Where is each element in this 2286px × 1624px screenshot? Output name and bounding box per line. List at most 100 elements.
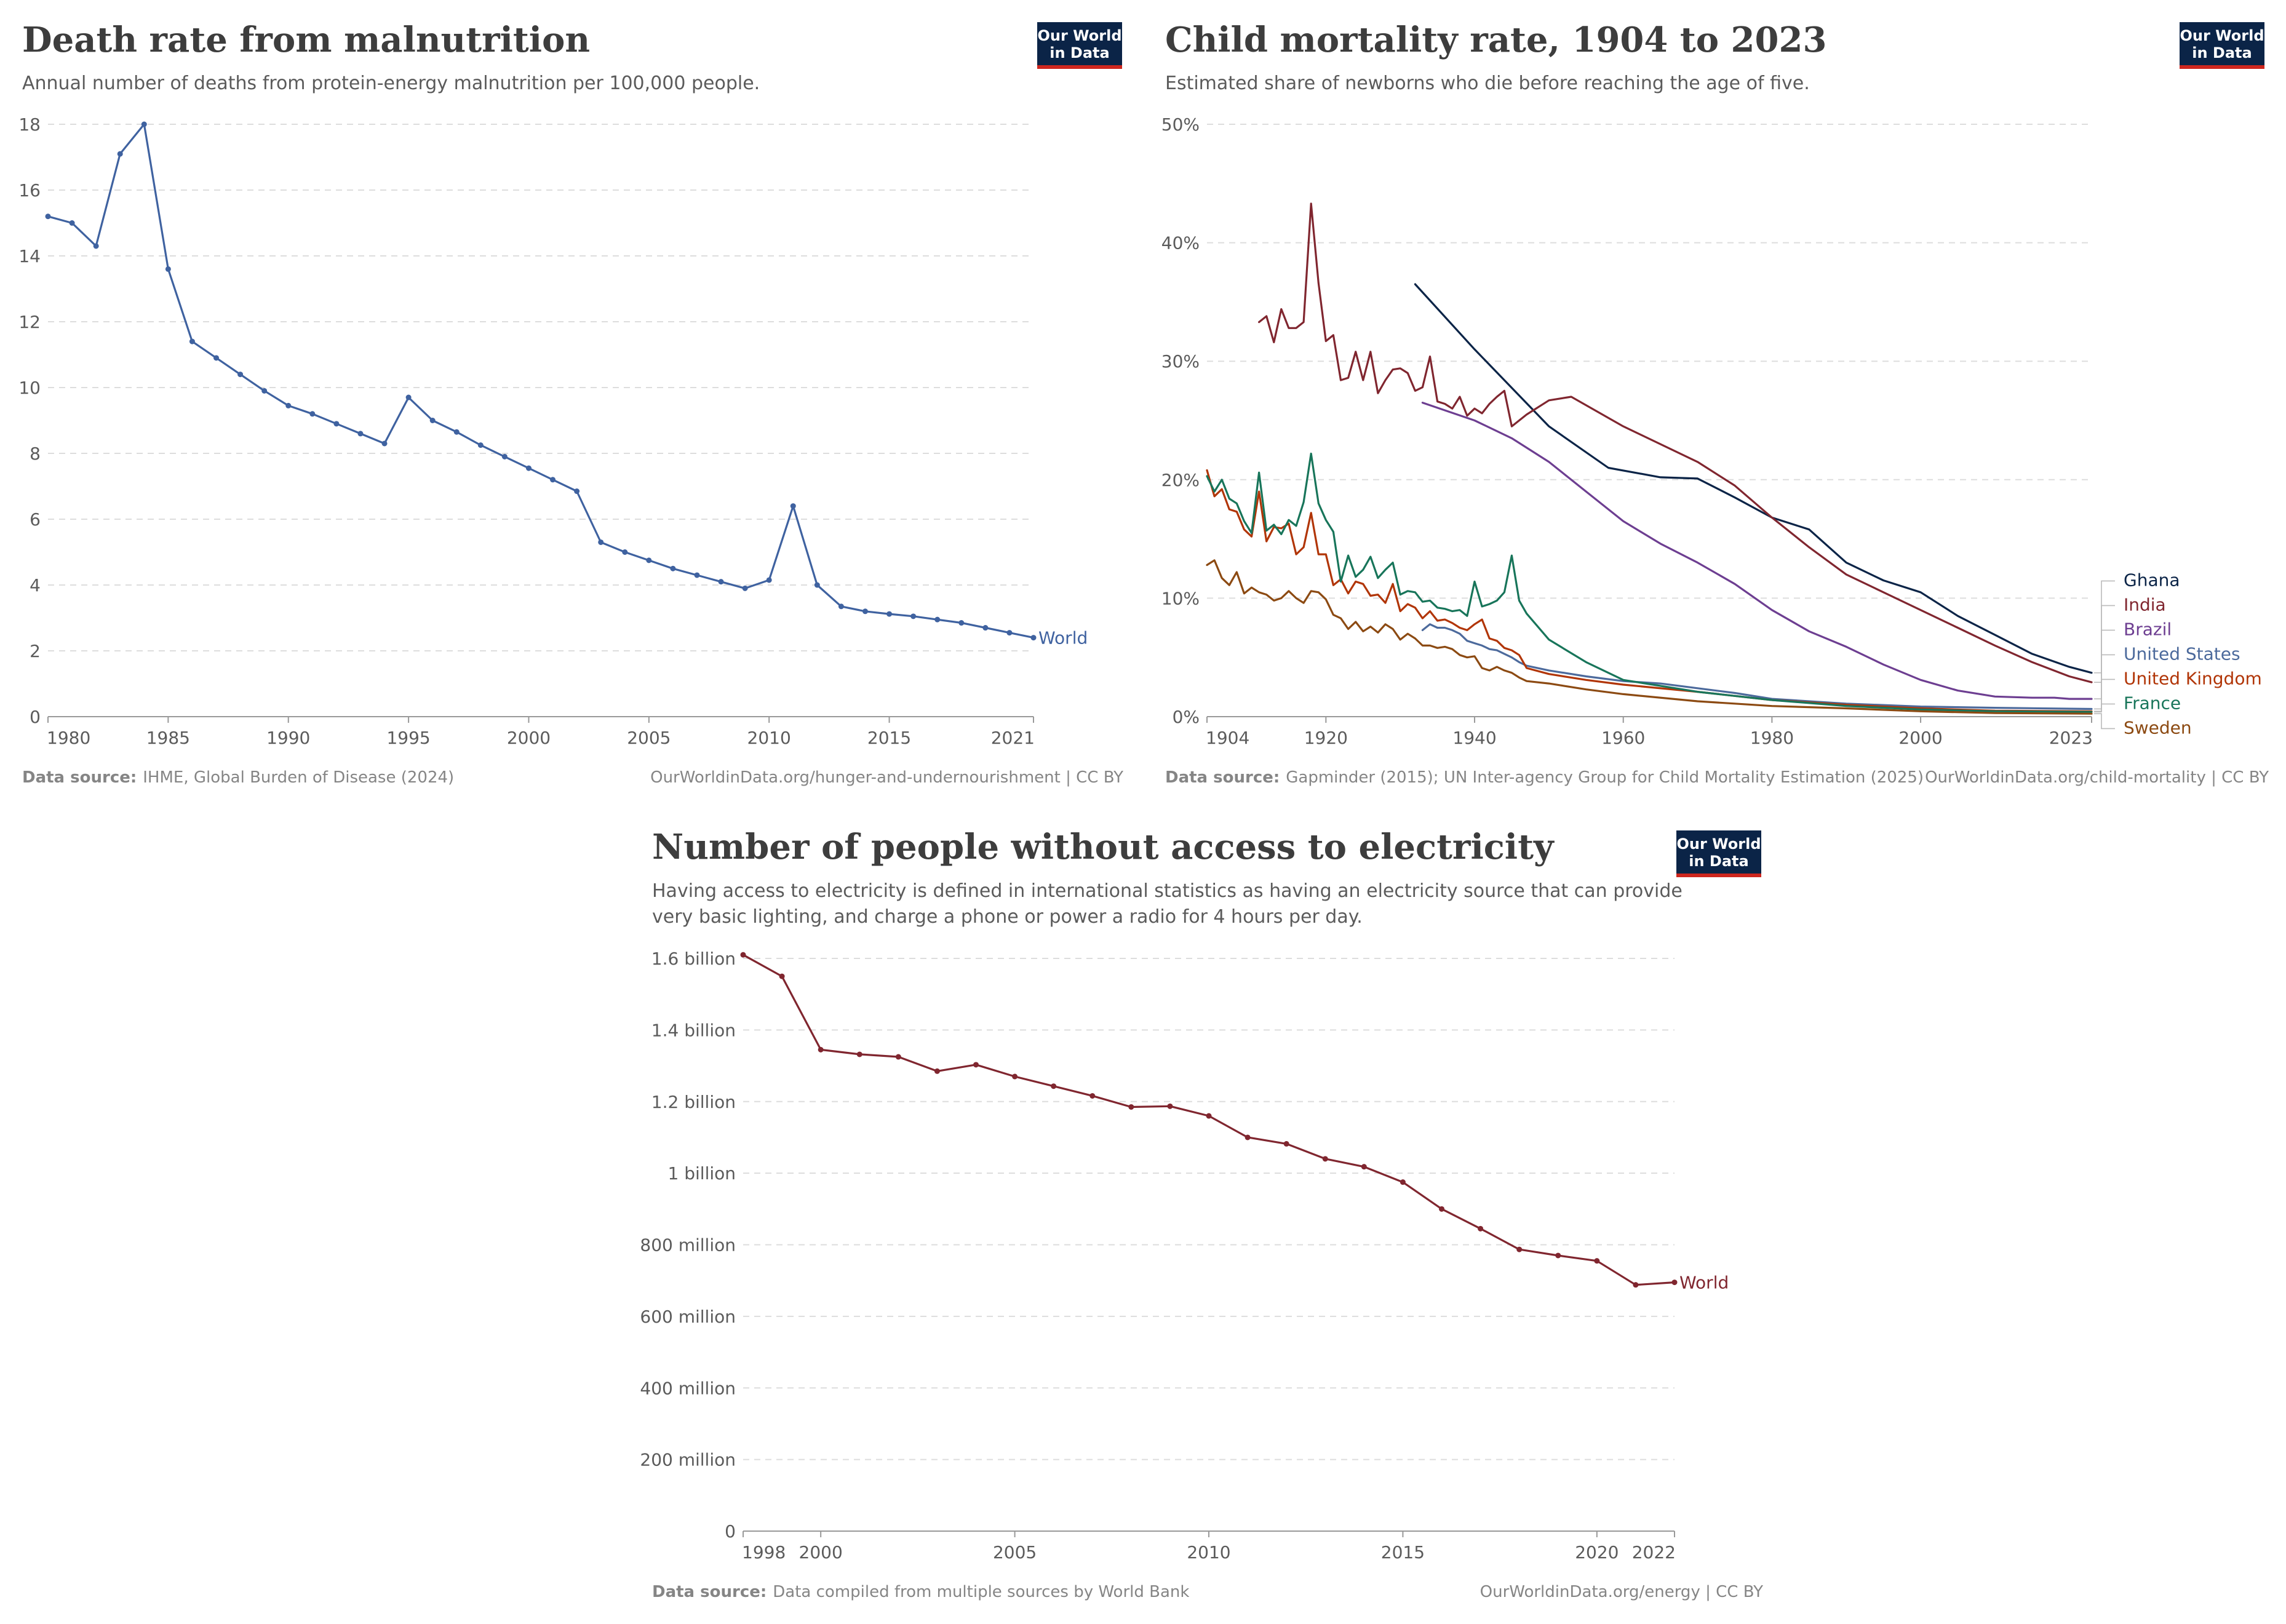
data-point[interactable]: [1128, 1104, 1134, 1110]
data-point[interactable]: [285, 402, 292, 408]
data-point[interactable]: [1555, 1252, 1561, 1259]
data-point[interactable]: [550, 477, 556, 483]
series-label[interactable]: Sweden: [2124, 717, 2192, 738]
y-tick-label: 6: [30, 509, 41, 530]
source-url[interactable]: OurWorldinData.org/hunger-and-undernouri…: [650, 768, 1123, 787]
data-point[interactable]: [213, 355, 220, 361]
source-url[interactable]: OurWorldinData.org/energy | CC BY: [1480, 1583, 1763, 1601]
data-point[interactable]: [309, 411, 316, 417]
data-point[interactable]: [694, 572, 700, 578]
data-point[interactable]: [1322, 1156, 1328, 1162]
series-line-united-states[interactable]: [1421, 623, 2093, 710]
x-tick-label: 2000: [507, 728, 551, 748]
data-point[interactable]: [862, 608, 868, 615]
series-label[interactable]: Brazil: [2124, 619, 2172, 639]
y-tick-label: 30%: [1161, 351, 1200, 372]
data-point[interactable]: [1671, 1280, 1678, 1286]
chart-subtitle: Annual number of deaths from protein-ene…: [22, 73, 760, 94]
series-line-world[interactable]: [742, 953, 1676, 1286]
data-point[interactable]: [189, 338, 195, 344]
series-label[interactable]: United Kingdom: [2124, 668, 2262, 688]
legend-connector: [2094, 605, 2115, 683]
series-line-world[interactable]: [47, 123, 1035, 639]
data-point[interactable]: [1206, 1113, 1212, 1119]
series-line-sweden[interactable]: [1206, 559, 2093, 715]
data-point[interactable]: [670, 565, 676, 571]
data-point[interactable]: [93, 243, 99, 249]
data-point[interactable]: [910, 613, 917, 619]
data-point[interactable]: [958, 620, 965, 626]
data-point[interactable]: [453, 429, 460, 435]
data-point[interactable]: [766, 577, 772, 583]
data-source: Data source: IHME, Global Burden of Disea…: [22, 768, 454, 787]
series-line-france[interactable]: [1206, 452, 2093, 713]
data-point[interactable]: [1245, 1134, 1251, 1140]
data-point[interactable]: [429, 418, 436, 423]
owid-logo[interactable]: Our World in Data: [1037, 22, 1122, 69]
y-tick-label: 0: [30, 707, 41, 727]
data-point[interactable]: [261, 388, 268, 394]
data-point[interactable]: [814, 582, 820, 588]
data-point[interactable]: [818, 1046, 824, 1053]
data-point[interactable]: [934, 616, 941, 623]
data-point[interactable]: [1089, 1093, 1096, 1099]
data-point[interactable]: [1006, 630, 1013, 636]
data-point[interactable]: [934, 1068, 940, 1074]
data-point[interactable]: [501, 453, 508, 460]
data-point[interactable]: [1594, 1258, 1600, 1264]
y-tick-label: 200 million: [640, 1450, 736, 1470]
logo-line-2: in Data: [1689, 853, 1748, 870]
data-point[interactable]: [405, 394, 412, 400]
data-point[interactable]: [333, 421, 340, 427]
data-point[interactable]: [1633, 1282, 1639, 1288]
data-point[interactable]: [886, 611, 893, 617]
data-point[interactable]: [622, 549, 628, 555]
data-point[interactable]: [790, 503, 796, 509]
series-label[interactable]: France: [2124, 693, 2181, 713]
data-point[interactable]: [1439, 1206, 1444, 1212]
data-point[interactable]: [574, 488, 580, 495]
data-point[interactable]: [1030, 635, 1037, 641]
owid-logo[interactable]: Our World in Data: [2180, 22, 2264, 69]
data-point[interactable]: [742, 585, 748, 591]
data-point[interactable]: [1012, 1073, 1018, 1080]
data-point[interactable]: [779, 973, 785, 979]
data-point[interactable]: [973, 1062, 979, 1068]
data-point[interactable]: [1478, 1225, 1484, 1232]
series-label[interactable]: Ghana: [2124, 570, 2180, 590]
data-point[interactable]: [117, 151, 123, 157]
data-point[interactable]: [1516, 1246, 1523, 1252]
series-line-india[interactable]: [1257, 202, 2093, 683]
data-point[interactable]: [718, 579, 724, 585]
owid-logo[interactable]: Our World in Data: [1676, 830, 1761, 877]
data-point[interactable]: [740, 952, 746, 958]
series-line-brazil[interactable]: [1421, 401, 2093, 700]
series-label[interactable]: India: [2124, 594, 2166, 615]
source-url[interactable]: OurWorldinData.org/child-mortality | CC …: [1925, 768, 2269, 787]
data-point[interactable]: [45, 213, 51, 220]
data-point[interactable]: [1051, 1083, 1057, 1089]
series-line-united-kingdom[interactable]: [1206, 469, 2093, 712]
data-point[interactable]: [895, 1054, 901, 1060]
data-point[interactable]: [477, 442, 484, 448]
data-point[interactable]: [237, 372, 244, 378]
data-point[interactable]: [856, 1051, 862, 1057]
data-point[interactable]: [982, 625, 989, 631]
data-point[interactable]: [69, 220, 75, 226]
data-point[interactable]: [1167, 1103, 1173, 1109]
series-line-ghana[interactable]: [1414, 283, 2093, 674]
data-point[interactable]: [1361, 1164, 1367, 1170]
legend-connector: [2094, 679, 2115, 712]
data-point[interactable]: [381, 440, 388, 447]
y-tick-label: 4: [30, 575, 41, 595]
data-point[interactable]: [525, 465, 532, 471]
data-point[interactable]: [357, 431, 364, 437]
data-point[interactable]: [141, 121, 147, 127]
data-point[interactable]: [646, 557, 652, 563]
data-point[interactable]: [1400, 1179, 1406, 1185]
data-point[interactable]: [838, 603, 844, 610]
data-point[interactable]: [1283, 1140, 1289, 1147]
data-point[interactable]: [165, 266, 171, 272]
series-label[interactable]: United States: [2124, 643, 2240, 664]
data-point[interactable]: [598, 539, 604, 545]
